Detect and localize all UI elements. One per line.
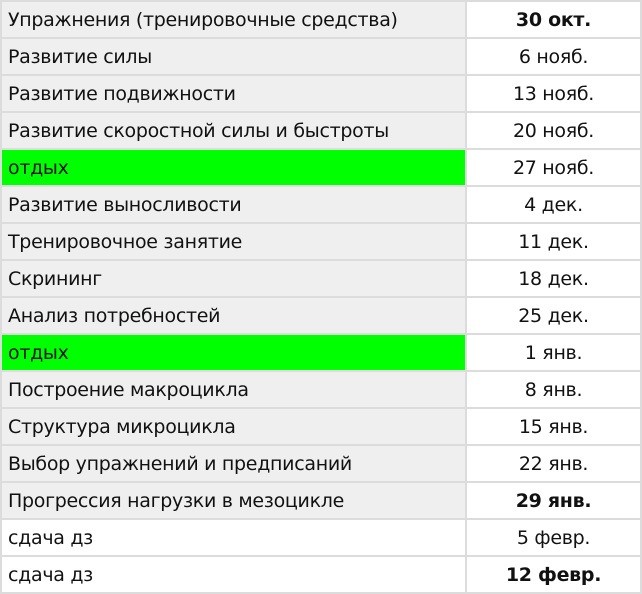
topic-cell[interactable]: Построение макроцикла: [0, 370, 467, 409]
date-cell[interactable]: 22 янв.: [465, 444, 642, 483]
table-row: сдача дз 5 февр.: [0, 518, 642, 557]
topic-cell[interactable]: Выбор упражнений и предписаний: [0, 444, 467, 483]
date-cell[interactable]: 6 нояб.: [465, 37, 642, 76]
date-cell[interactable]: 4 дек.: [465, 185, 642, 224]
table-row: Прогрессия нагрузки в мезоцикле 29 янв.: [0, 481, 642, 520]
date-cell[interactable]: 18 дек.: [465, 259, 642, 298]
table-row: Тренировочное занятие 11 дек.: [0, 222, 642, 261]
table-row: сдача дз 12 февр.: [0, 555, 642, 594]
date-cell[interactable]: 12 февр.: [465, 555, 642, 594]
date-cell[interactable]: 27 нояб.: [465, 148, 642, 187]
table-row: Упражнения (тренировочные средства) 30 ок…: [0, 0, 642, 39]
topic-cell[interactable]: Упражнения (тренировочные средства): [0, 0, 467, 39]
table-row: Структура микроцикла 15 янв.: [0, 407, 642, 446]
date-cell[interactable]: 13 нояб.: [465, 74, 642, 113]
topic-cell[interactable]: отдых: [0, 148, 467, 187]
table-row: отдых 27 нояб.: [0, 148, 642, 187]
date-cell[interactable]: 8 янв.: [465, 370, 642, 409]
date-cell[interactable]: 11 дек.: [465, 222, 642, 261]
topic-cell[interactable]: Прогрессия нагрузки в мезоцикле: [0, 481, 467, 520]
table-row: Развитие подвижности 13 нояб.: [0, 74, 642, 113]
date-cell[interactable]: 29 янв.: [465, 481, 642, 520]
table-row: Анализ потребностей 25 дек.: [0, 296, 642, 335]
topic-cell[interactable]: отдых: [0, 333, 467, 372]
topic-cell[interactable]: Развитие силы: [0, 37, 467, 76]
topic-cell[interactable]: Структура микроцикла: [0, 407, 467, 446]
table-row: Построение макроцикла 8 янв.: [0, 370, 642, 409]
topic-cell[interactable]: сдача дз: [0, 555, 467, 594]
table-row: Выбор упражнений и предписаний 22 янв.: [0, 444, 642, 483]
date-cell[interactable]: 15 янв.: [465, 407, 642, 446]
table-row: Развитие силы 6 нояб.: [0, 37, 642, 76]
table-row: Развитие выносливости 4 дек.: [0, 185, 642, 224]
date-cell[interactable]: 5 февр.: [465, 518, 642, 557]
topic-cell[interactable]: Развитие подвижности: [0, 74, 467, 113]
topic-cell[interactable]: Развитие выносливости: [0, 185, 467, 224]
topic-cell[interactable]: Развитие скоростной силы и быстроты: [0, 111, 467, 150]
date-cell[interactable]: 20 нояб.: [465, 111, 642, 150]
topic-cell[interactable]: Скрининг: [0, 259, 467, 298]
topic-cell[interactable]: Тренировочное занятие: [0, 222, 467, 261]
topic-cell[interactable]: сдача дз: [0, 518, 467, 557]
date-cell[interactable]: 1 янв.: [465, 333, 642, 372]
date-cell[interactable]: 30 окт.: [465, 0, 642, 39]
table-row: Скрининг 18 дек.: [0, 259, 642, 298]
table-row: Развитие скоростной силы и быстроты 20 но…: [0, 111, 642, 150]
date-cell[interactable]: 25 дек.: [465, 296, 642, 335]
topic-cell[interactable]: Анализ потребностей: [0, 296, 467, 335]
table-row: отдых 1 янв.: [0, 333, 642, 372]
